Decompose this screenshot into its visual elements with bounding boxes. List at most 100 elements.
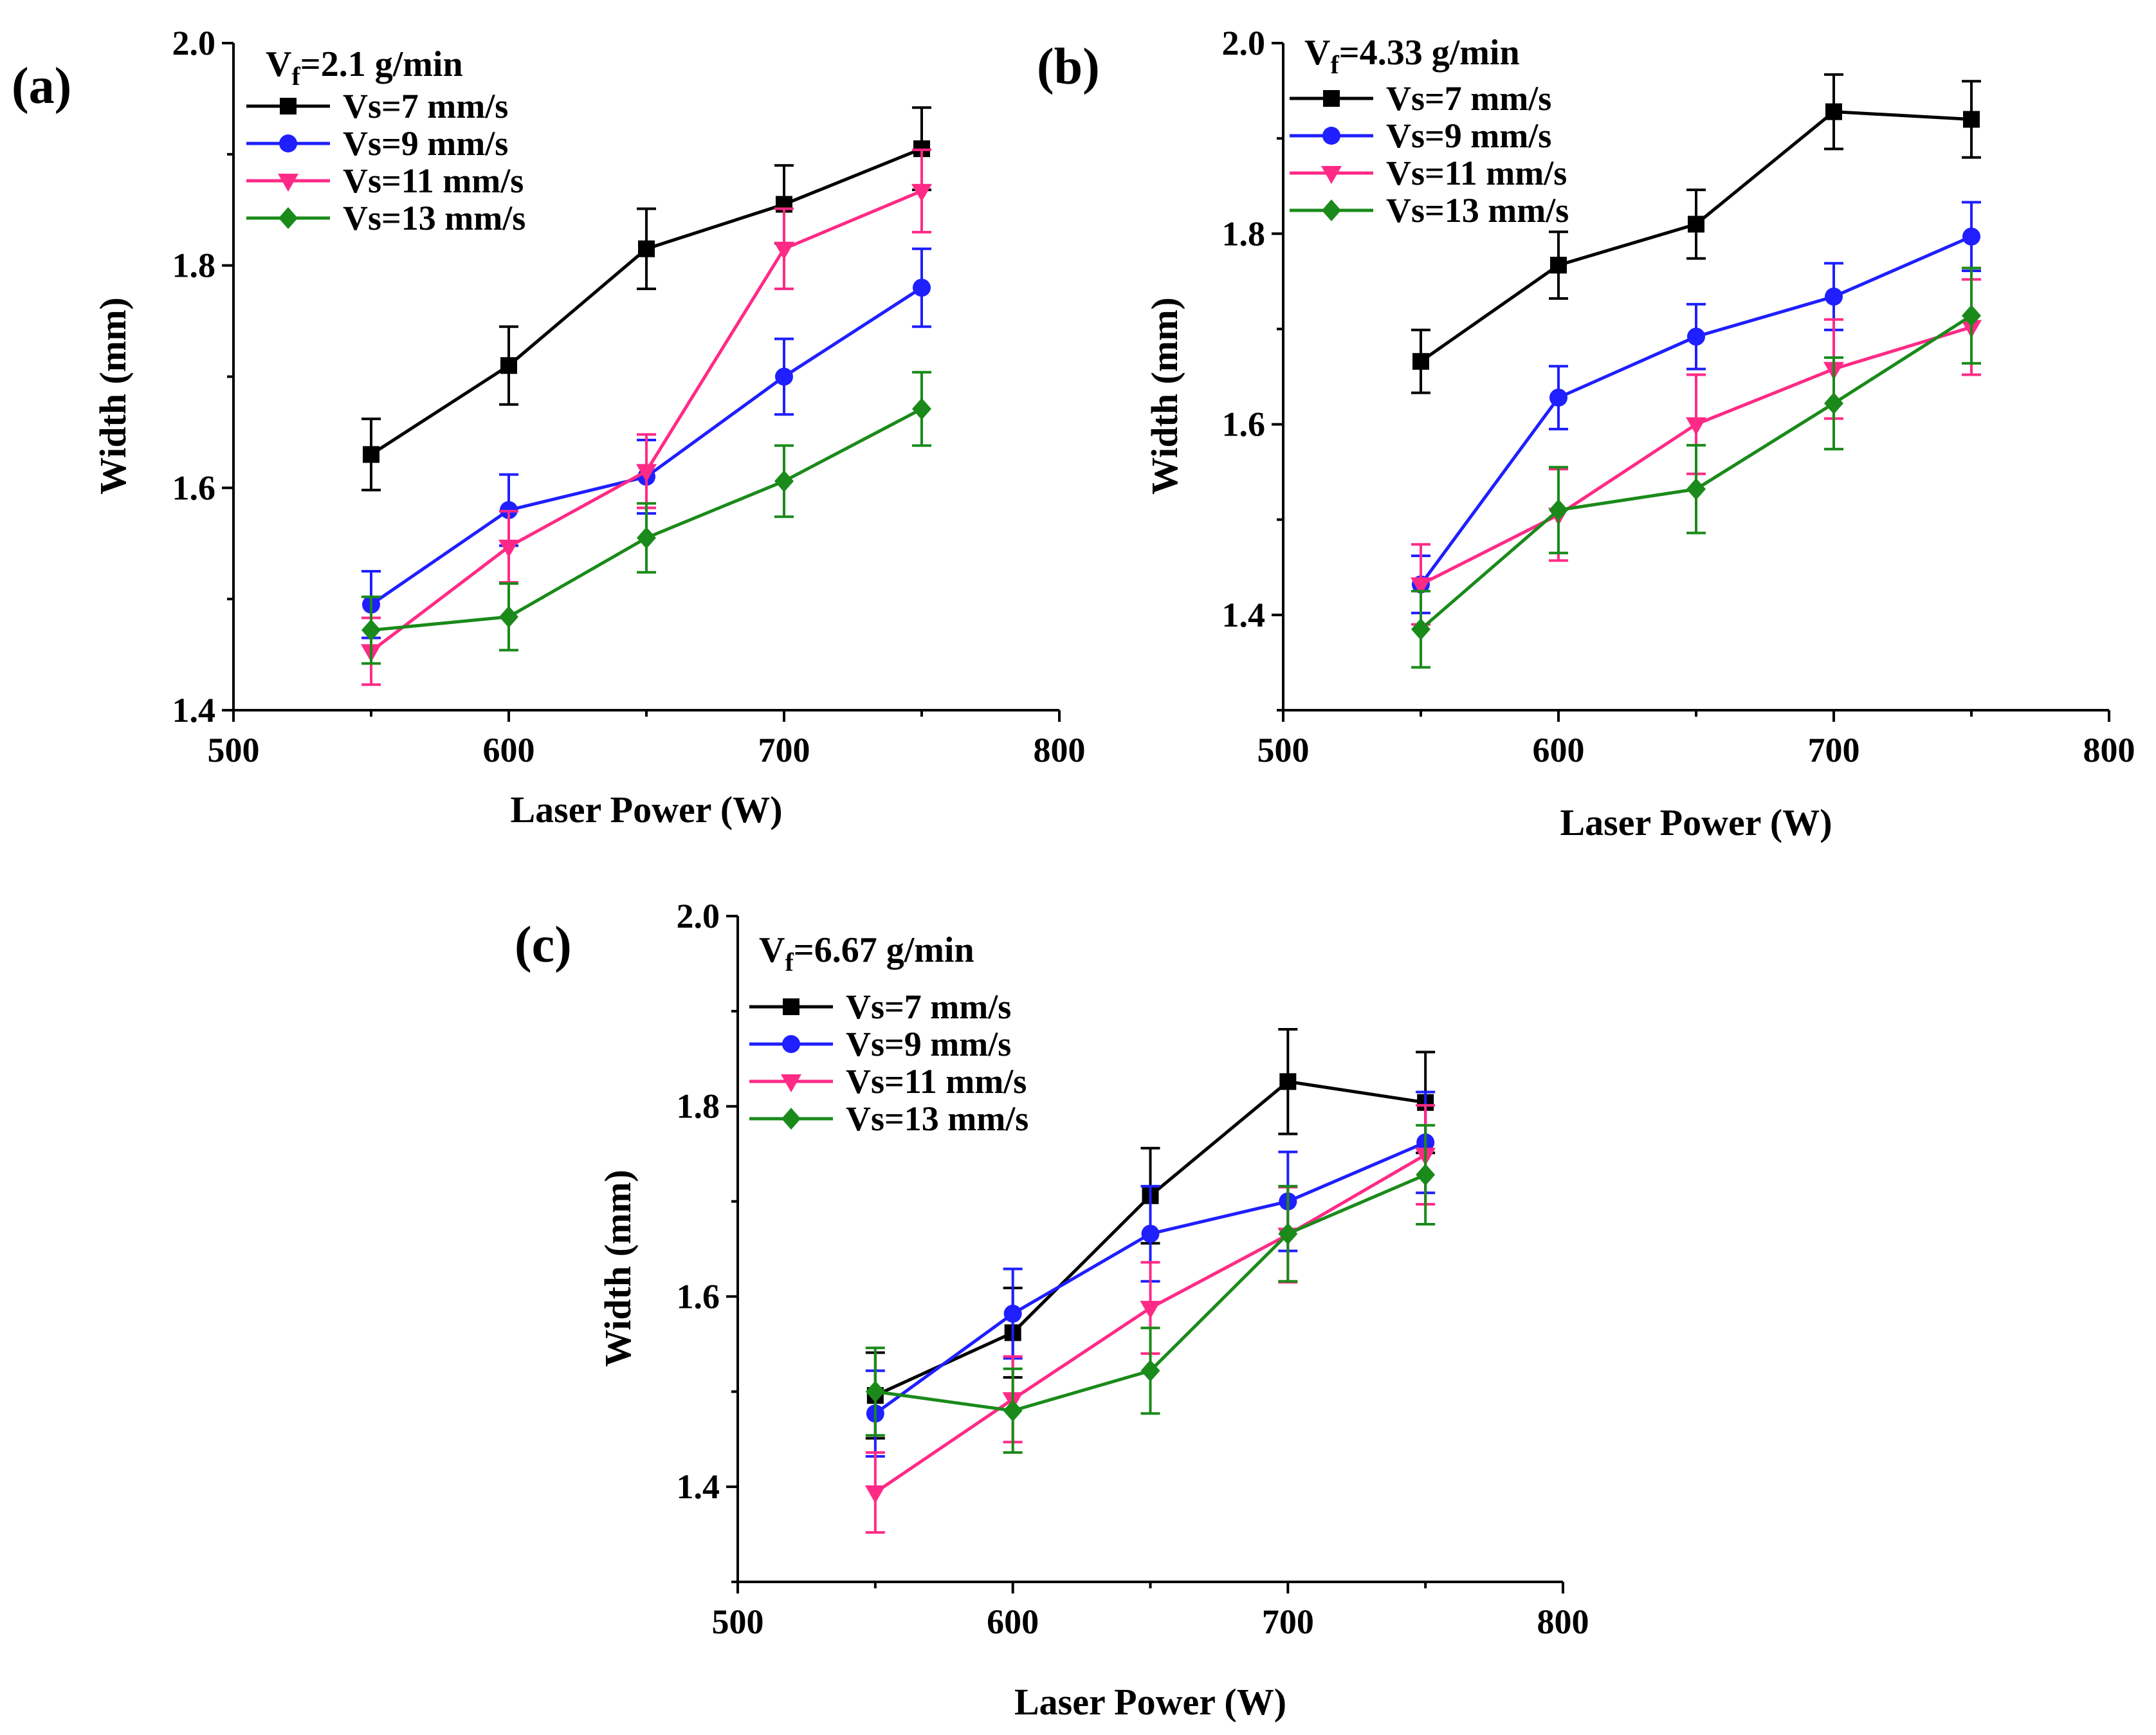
legend-marker: [781, 1074, 801, 1092]
panel-label: (c): [515, 917, 572, 973]
legend-marker: [1323, 90, 1340, 107]
chart-title-subscript: f: [1330, 50, 1339, 79]
data-point: [1140, 1359, 1160, 1382]
chart-title-subscript: f: [291, 62, 300, 91]
series-vs-13-mm-s: [865, 1124, 1436, 1454]
data-point: [1686, 417, 1706, 436]
x-tick-label: 800: [2083, 731, 2135, 769]
chart-title-rest: =6.67 g/min: [794, 930, 974, 970]
data-point: [1962, 304, 1981, 327]
legend-label: Vs=9 mm/s: [343, 124, 508, 163]
series-vs-11-mm-s: [361, 148, 932, 686]
legend-marker: [279, 207, 298, 229]
data-point: [499, 605, 518, 628]
data-point: [912, 398, 931, 420]
data-point: [913, 279, 931, 297]
x-axis-label: Laser Power (W): [1560, 802, 1832, 843]
y-axis-label: Width (mm): [1144, 297, 1185, 495]
x-tick-label: 600: [483, 731, 535, 769]
x-axis-label: Laser Power (W): [510, 789, 782, 831]
data-point: [500, 357, 517, 374]
data-point: [1962, 227, 1980, 246]
y-tick-label: 1.4: [1222, 596, 1266, 634]
legend: Vs=7 mm/sVs=9 mm/sVs=11 mm/sVs=13 mm/s: [1290, 79, 1569, 230]
data-point: [1411, 577, 1431, 596]
x-tick-label: 700: [758, 731, 810, 769]
data-point: [638, 240, 655, 257]
chart-panel-c: 500 600 700 800 1.4 1.6 1.8 2.0 Laser Power (W) W…: [515, 897, 1589, 1723]
data-point: [911, 183, 932, 202]
y-tick-label: 2.0: [677, 897, 720, 935]
legend: Vs=7 mm/sVs=9 mm/sVs=11 mm/sVs=13 mm/s: [246, 87, 525, 237]
chart-title-subscript: f: [785, 948, 794, 977]
y-tick-label: 1.4: [172, 691, 216, 730]
data-point: [363, 446, 379, 463]
data-point: [1825, 103, 1842, 120]
data-point: [1140, 1301, 1161, 1319]
data-point: [1824, 392, 1843, 414]
x-tick-label: 800: [1034, 731, 1086, 769]
x-tick-label: 700: [1262, 1602, 1314, 1641]
chart-title-rest: =2.1 g/min: [300, 44, 463, 84]
y-tick-label: 2.0: [1222, 24, 1266, 62]
y-tick-label: 1.6: [172, 468, 216, 507]
legend-label: Vs=7 mm/s: [846, 987, 1011, 1026]
legend-label: Vs=11 mm/s: [846, 1062, 1027, 1101]
legend-label: Vs=13 mm/s: [1386, 191, 1569, 230]
chart-title-main: V: [1304, 33, 1330, 73]
chart-title-main: V: [759, 930, 785, 970]
data-point: [1141, 1224, 1160, 1243]
legend-label: Vs=9 mm/s: [1386, 116, 1551, 155]
x-tick-label: 500: [208, 731, 260, 769]
data-point: [636, 464, 657, 482]
data-point: [637, 527, 656, 549]
data-point: [1549, 389, 1567, 407]
panel-label: (b): [1037, 39, 1100, 95]
series-vs-7-mm-s: [1411, 73, 1981, 394]
data-point: [1825, 288, 1843, 306]
series-vs-13-mm-s: [1411, 266, 1981, 669]
legend-marker: [280, 98, 297, 115]
data-point: [498, 539, 519, 558]
panel-label: (a): [12, 58, 71, 115]
legend-label: Vs=11 mm/s: [343, 161, 524, 200]
chart-title: Vf=4.33 g/min: [1304, 33, 1520, 79]
y-tick-label: 1.4: [677, 1467, 720, 1506]
y-tick-label: 2.0: [172, 24, 216, 62]
data-point: [865, 1381, 885, 1403]
chart-title-rest: =4.33 g/min: [1339, 33, 1520, 73]
data-point: [1411, 618, 1430, 641]
data-point: [1412, 353, 1429, 370]
y-tick-label: 1.6: [677, 1277, 720, 1316]
legend-marker: [781, 1108, 801, 1130]
data-point: [1279, 1073, 1297, 1090]
data-point: [1549, 499, 1568, 521]
chart-title: Vf=2.1 g/min: [266, 44, 463, 91]
data-point: [1550, 257, 1567, 274]
data-point: [1278, 1222, 1298, 1245]
y-tick-label: 1.8: [172, 246, 216, 285]
data-point: [361, 619, 381, 641]
data-point: [1963, 111, 1980, 128]
y-tick-label: 1.8: [1222, 214, 1266, 253]
series-vs-13-mm-s: [361, 371, 931, 665]
legend-label: Vs=11 mm/s: [1386, 154, 1567, 192]
legend-marker: [1322, 199, 1341, 221]
legend-marker: [1321, 166, 1342, 184]
data-point: [774, 470, 794, 492]
legend-marker: [782, 1035, 800, 1053]
data-point: [1688, 216, 1704, 233]
y-axis-label: Width (mm): [92, 297, 134, 495]
data-point: [775, 367, 793, 386]
data-point: [1416, 1164, 1436, 1186]
chart-title: Vf=6.67 g/min: [759, 930, 974, 977]
x-tick-label: 800: [1537, 1602, 1589, 1641]
x-tick-label: 500: [1257, 731, 1310, 769]
legend-label: Vs=7 mm/s: [343, 87, 508, 125]
legend-label: Vs=7 mm/s: [1386, 79, 1551, 118]
chart-panel-b: 500 600 700 800 1.4 1.6 1.8 2.0 Laser Power (W) W…: [1037, 24, 2135, 843]
legend-label: Vs=13 mm/s: [343, 199, 525, 237]
legend-label: Vs=9 mm/s: [846, 1025, 1011, 1063]
data-point: [1686, 478, 1706, 500]
